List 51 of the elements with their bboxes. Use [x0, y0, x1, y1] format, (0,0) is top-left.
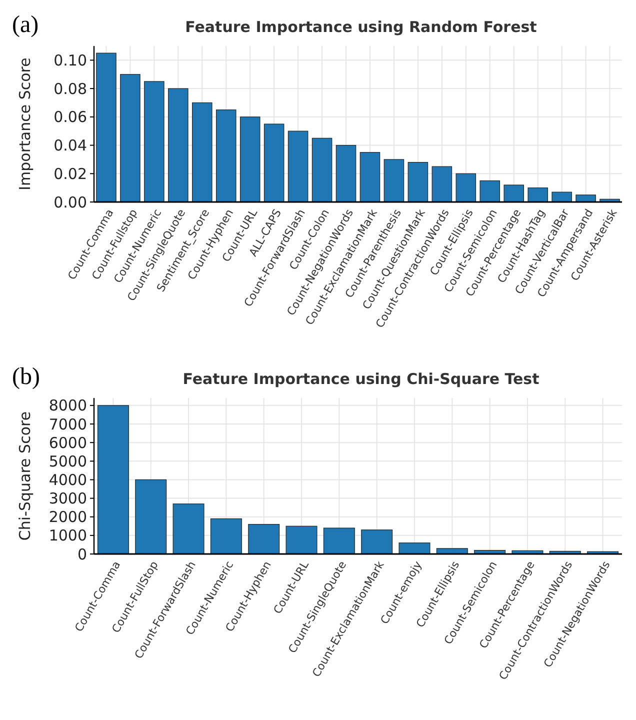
- y-axis-title: Importance Score: [16, 58, 34, 190]
- bar: [216, 110, 236, 202]
- y-tick-label: 8000: [48, 396, 87, 415]
- y-tick-label: 0.08: [54, 80, 87, 98]
- bar: [504, 184, 524, 202]
- bar: [192, 102, 212, 202]
- bar: [168, 88, 188, 202]
- chart-title: Feature Importance using Random Forest: [185, 18, 537, 36]
- y-tick-label: 0.02: [54, 164, 87, 183]
- y-tick-label: 4000: [48, 470, 87, 489]
- bar: [210, 518, 242, 554]
- bar: [384, 159, 404, 202]
- bar: [576, 194, 596, 202]
- y-tick-label: 0.00: [54, 193, 87, 212]
- bar: [120, 74, 140, 202]
- y-tick-label: 0.06: [54, 108, 87, 126]
- bar: [144, 81, 164, 202]
- bar: [264, 124, 284, 202]
- bar: [240, 116, 260, 202]
- y-tick-label: 2000: [48, 508, 87, 526]
- y-tick-label: 3000: [48, 490, 87, 508]
- y-tick-label: 5000: [48, 452, 87, 470]
- bar: [248, 524, 280, 554]
- bar: [135, 479, 167, 554]
- bar: [552, 192, 572, 202]
- bar: [480, 180, 500, 202]
- y-axis-title: Chi-Square Score: [16, 411, 34, 541]
- y-tick-label: 0: [77, 545, 87, 564]
- bar: [408, 162, 428, 202]
- bar: [398, 542, 430, 554]
- text: (a): [12, 12, 39, 38]
- bar: [312, 138, 332, 202]
- bar: [96, 52, 116, 202]
- bar: [528, 188, 548, 202]
- bar: [336, 144, 356, 202]
- bar: [172, 504, 204, 554]
- bar: [323, 528, 355, 554]
- bar: [432, 166, 452, 202]
- bar: [286, 526, 318, 554]
- bar: [456, 173, 476, 202]
- bar: [360, 152, 380, 202]
- bar: [361, 530, 393, 554]
- bar: [288, 130, 308, 202]
- y-tick-label: 6000: [48, 434, 87, 452]
- bar: [97, 405, 129, 554]
- text: (b): [12, 364, 40, 390]
- chart-title: Feature Importance using Chi-Square Test: [182, 370, 540, 388]
- y-tick-label: 0.10: [54, 51, 87, 70]
- y-tick-label: 1000: [48, 526, 87, 545]
- y-tick-label: 7000: [48, 415, 87, 434]
- y-tick-label: 0.04: [54, 136, 87, 155]
